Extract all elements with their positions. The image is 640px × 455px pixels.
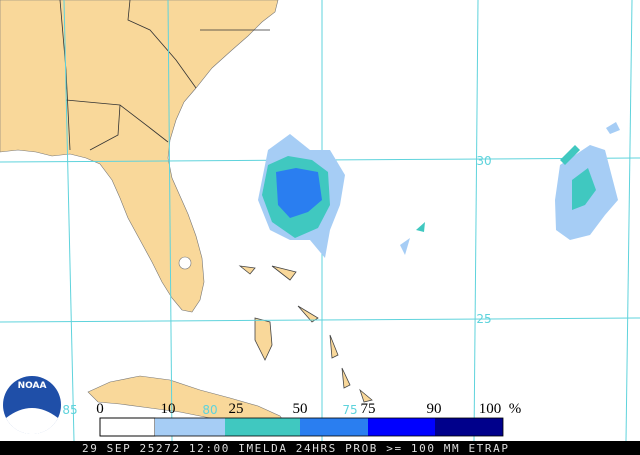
noaa-logo: NOAA — [3, 376, 61, 435]
legend-label: 90 — [427, 401, 442, 417]
footer-bar — [0, 441, 640, 455]
legend-swatch — [300, 418, 368, 436]
legend-swatch — [155, 418, 225, 436]
footer-text: 29 SEP 25272 12:00 IMELDA 24HRS PROB >= … — [82, 442, 510, 455]
graticule — [0, 0, 640, 442]
longitude-label: 75 — [342, 403, 357, 417]
legend: 0 10 25 50 75 90 100 % — [96, 401, 522, 437]
logo-text: NOAA — [18, 381, 47, 391]
land-bahamas — [238, 265, 373, 403]
legend-swatch — [368, 418, 435, 436]
legend-label: 0 — [96, 401, 104, 417]
land-us — [0, 0, 279, 313]
legend-label: 10 — [161, 401, 176, 417]
legend-label: 25 — [229, 401, 244, 417]
legend-swatch — [225, 418, 300, 436]
legend-swatch — [435, 418, 503, 436]
probability-area — [258, 122, 620, 258]
longitude-label: 80 — [202, 403, 217, 417]
latitude-label: 25 — [476, 312, 491, 326]
legend-frame — [99, 417, 504, 437]
legend-label: 50 — [293, 401, 308, 417]
legend-unit: % — [509, 401, 522, 417]
latitude-label: 30 — [476, 154, 491, 168]
legend-label: 75 — [361, 401, 376, 417]
legend-label: 100 — [479, 401, 502, 417]
legend-swatch — [99, 417, 156, 437]
lake-okeechobee — [178, 256, 192, 270]
longitude-label: 85 — [62, 403, 77, 417]
